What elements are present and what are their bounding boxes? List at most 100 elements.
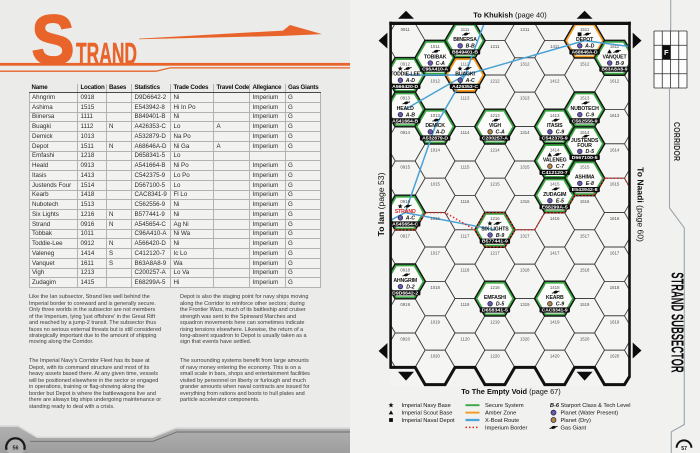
svg-text:B-9: B-9: [496, 233, 504, 239]
svg-text:STRAND: STRAND: [395, 209, 416, 215]
svg-text:1613: 1613: [610, 113, 620, 118]
svg-text:1215: 1215: [490, 182, 500, 187]
svg-text:TODDIE-LEE: TODDIE-LEE: [390, 72, 421, 78]
svg-text:A566420-D: A566420-D: [392, 84, 418, 89]
svg-text:S: S: [32, 1, 75, 79]
svg-text:Imperial Naval Depot: Imperial Naval Depot: [402, 418, 456, 424]
svg-text:A-D: A-D: [435, 130, 445, 136]
svg-text:To The Empty Void (page 67): To The Empty Void (page 67): [461, 387, 561, 396]
svg-text:Planet (Dry): Planet (Dry): [561, 418, 591, 424]
svg-text:F: F: [664, 48, 669, 57]
svg-text:1115: 1115: [461, 165, 471, 170]
svg-text:1012: 1012: [430, 79, 440, 84]
svg-text:1011: 1011: [430, 44, 440, 49]
svg-text:VALENEG: VALENEG: [543, 158, 567, 164]
svg-text:D-5: D-5: [586, 149, 596, 155]
svg-text:1415: 1415: [550, 182, 560, 187]
svg-text:1520: 1520: [580, 337, 590, 342]
svg-text:D9D6642-2: D9D6642-2: [392, 290, 419, 295]
svg-text:C-A: C-A: [495, 130, 504, 136]
svg-text:C412120-7: C412120-7: [542, 170, 569, 175]
svg-text:1120: 1120: [460, 337, 470, 342]
svg-text:B63A8A8-9: B63A8A8-9: [602, 67, 629, 72]
svg-text:1014: 1014: [430, 147, 440, 152]
svg-text:KEARB: KEARB: [546, 295, 564, 301]
svg-text:1114: 1114: [461, 130, 471, 135]
svg-text:C96A410-A: C96A410-A: [422, 67, 448, 72]
svg-text:E-5: E-5: [556, 198, 564, 204]
svg-text:0918: 0918: [400, 268, 410, 273]
svg-text:HEALD: HEALD: [397, 106, 415, 112]
svg-text:E68299A-5: E68299A-5: [542, 204, 569, 209]
svg-text:To Ian (page 53): To Ian (page 53): [376, 172, 386, 236]
svg-text:1617: 1617: [610, 251, 620, 256]
svg-text:JUSTENDS: JUSTENDS: [571, 138, 599, 144]
svg-text:1614: 1614: [610, 147, 620, 152]
svg-text:0913: 0913: [400, 96, 410, 101]
svg-text:VANQUET: VANQUET: [603, 54, 628, 60]
svg-text:1016: 1016: [430, 216, 440, 221]
svg-text:1212: 1212: [490, 79, 500, 84]
svg-text:D-5: D-5: [496, 302, 504, 308]
svg-text:56: 56: [13, 446, 19, 452]
svg-text:1117: 1117: [461, 233, 471, 238]
svg-text:1612: 1612: [610, 79, 620, 84]
svg-text:D658341-5: D658341-5: [482, 308, 509, 313]
svg-text:A-C: A-C: [465, 78, 475, 84]
svg-text:1015: 1015: [430, 182, 440, 187]
svg-text:C-9: C-9: [586, 112, 594, 118]
svg-text:A-D: A-D: [584, 44, 594, 50]
svg-text:0919: 0919: [400, 302, 410, 307]
svg-text:1513: 1513: [580, 96, 590, 101]
svg-text:ITASIS: ITASIS: [547, 123, 563, 129]
svg-text:CORRIDOR: CORRIDOR: [672, 122, 682, 162]
svg-text:B-B: B-B: [466, 44, 475, 50]
svg-text:57: 57: [681, 446, 687, 452]
svg-text:1519: 1519: [580, 302, 590, 307]
svg-text:B-9: B-9: [616, 61, 624, 67]
svg-text:Secure System: Secure System: [485, 403, 524, 409]
svg-text:Gas Giant: Gas Giant: [561, 425, 587, 431]
svg-text:1216: 1216: [490, 216, 500, 221]
svg-text:0914: 0914: [400, 130, 410, 135]
svg-text:1420: 1420: [550, 354, 560, 359]
svg-text:1217: 1217: [490, 251, 500, 256]
svg-text:1514: 1514: [580, 130, 590, 135]
svg-text:1418: 1418: [550, 285, 560, 290]
svg-text:AHNGRIM: AHNGRIM: [393, 278, 417, 284]
svg-text:1220: 1220: [490, 354, 500, 359]
svg-text:1213: 1213: [490, 113, 500, 118]
svg-text:ASHIMA: ASHIMA: [575, 175, 595, 181]
svg-text:A-B: A-B: [405, 112, 415, 118]
svg-text:1414: 1414: [550, 147, 560, 152]
svg-text:1413: 1413: [550, 113, 560, 118]
svg-text:1318: 1318: [520, 268, 530, 273]
svg-text:B577441-9: B577441-9: [482, 239, 509, 244]
svg-text:SIX LIGHTS: SIX LIGHTS: [481, 226, 509, 232]
svg-text:1116: 1116: [461, 199, 471, 204]
svg-text:Imperium Border: Imperium Border: [485, 425, 527, 431]
svg-text:C542375-9: C542375-9: [542, 136, 569, 141]
svg-text:1517: 1517: [580, 233, 590, 238]
svg-text:1119: 1119: [461, 302, 471, 307]
svg-text:0917: 0917: [400, 233, 410, 238]
svg-text:ZUDAGIM: ZUDAGIM: [543, 192, 566, 198]
svg-text:Imperial Navy Base: Imperial Navy Base: [402, 403, 451, 409]
svg-text:C-9: C-9: [556, 130, 564, 136]
svg-text:1017: 1017: [430, 251, 440, 256]
svg-text:1219: 1219: [490, 319, 500, 324]
svg-text:BUAGKI: BUAGKI: [455, 72, 475, 78]
svg-text:DEMICK: DEMICK: [425, 123, 445, 129]
svg-text:Imperial Scout Base: Imperial Scout Base: [402, 411, 453, 417]
svg-text:1118: 1118: [461, 268, 471, 273]
svg-text:1417: 1417: [550, 251, 560, 256]
svg-text:1516: 1516: [580, 199, 590, 204]
svg-text:A-D: A-D: [405, 78, 415, 84]
svg-text:A68646A-D: A68646A-D: [572, 50, 598, 55]
svg-text:1620: 1620: [610, 354, 620, 359]
svg-text:DEPOT: DEPOT: [576, 37, 594, 43]
svg-text:B849401-B: B849401-B: [452, 50, 478, 55]
svg-text:A426353-C: A426353-C: [452, 84, 478, 89]
svg-text:1416: 1416: [550, 216, 560, 221]
svg-text:EMFASHI: EMFASHI: [484, 295, 507, 301]
